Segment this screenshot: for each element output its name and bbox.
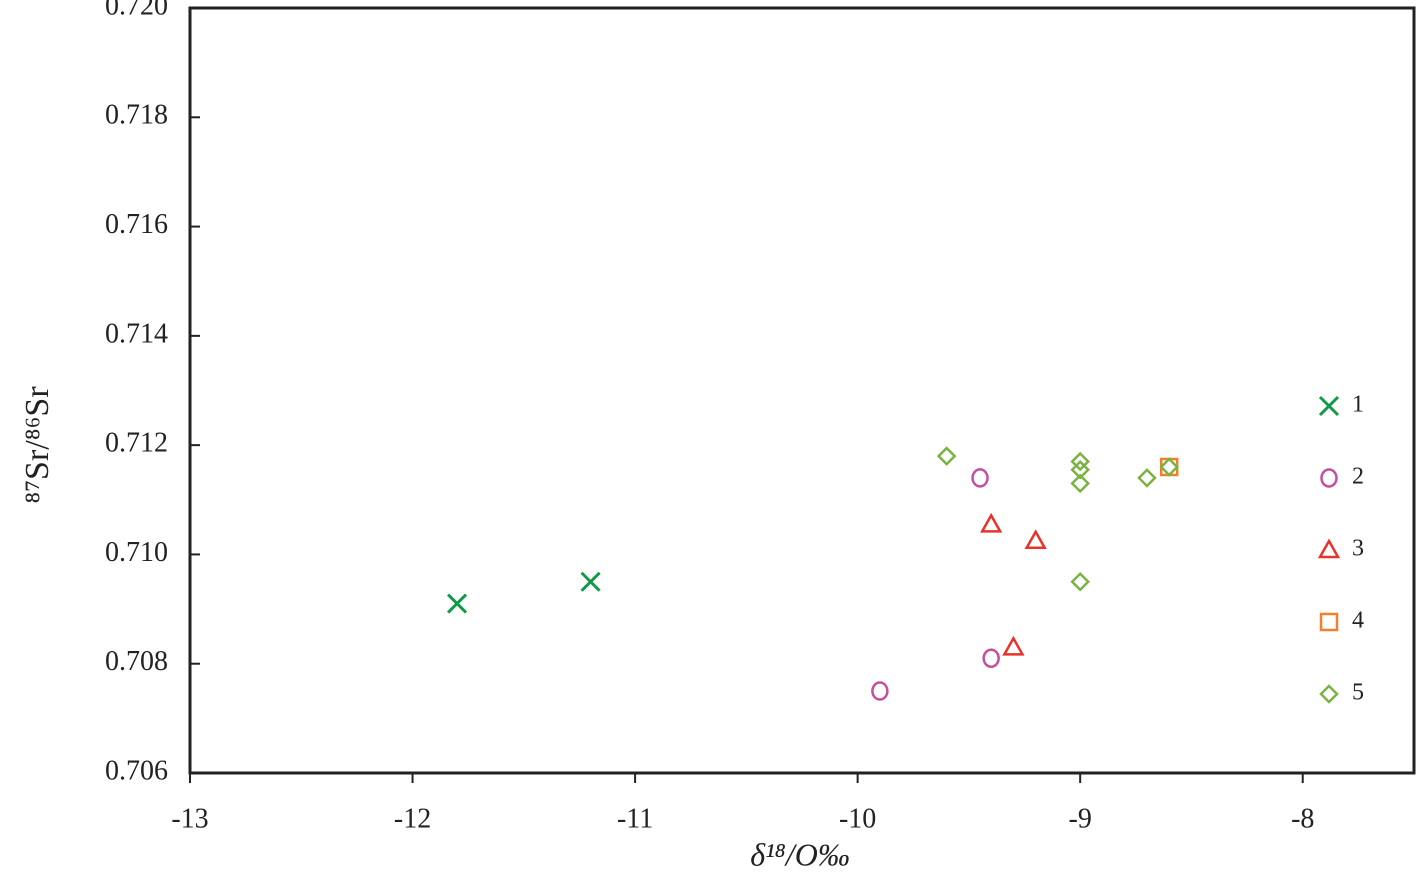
y-axis-label: ⁸⁷Sr/⁸⁶Sr — [19, 386, 56, 504]
point — [1070, 451, 1090, 472]
x-tick-label: -13 — [171, 803, 208, 834]
legend-marker — [1319, 684, 1339, 704]
legend-marker — [1317, 538, 1341, 559]
legend-marker — [1320, 468, 1338, 488]
point — [1159, 457, 1179, 477]
point — [1070, 459, 1090, 480]
legend-label: 2 — [1352, 464, 1364, 490]
point — [980, 512, 1003, 533]
point — [982, 648, 1000, 668]
y-tick-label: 0.712 — [105, 428, 168, 459]
x-tick-label: -10 — [839, 803, 876, 834]
x-tick-label: -11 — [617, 803, 653, 834]
legend-label: 3 — [1352, 536, 1364, 562]
point — [1159, 457, 1179, 477]
y-tick-label: 0.708 — [105, 646, 168, 677]
point — [446, 593, 468, 614]
legend-label: 4 — [1352, 608, 1364, 634]
y-tick-label: 0.710 — [105, 537, 168, 568]
legend-marker — [1318, 395, 1340, 417]
legend-label: 5 — [1352, 680, 1364, 706]
point — [871, 681, 889, 701]
plot-frame — [188, 6, 1416, 775]
point — [936, 446, 957, 466]
y-tick-label: 0.714 — [105, 318, 168, 349]
y-tick-label: 0.720 — [105, 0, 168, 21]
point — [971, 468, 989, 488]
point — [1070, 473, 1090, 494]
point — [1070, 571, 1090, 592]
point — [1137, 468, 1157, 488]
point — [1024, 529, 1047, 550]
x-tick-label: -12 — [394, 803, 431, 834]
point — [1002, 635, 1025, 656]
legend-marker — [1319, 612, 1339, 632]
legend-label: 1 — [1352, 392, 1364, 418]
x-tick-label: -9 — [1069, 803, 1092, 834]
y-tick-label: 0.706 — [105, 755, 168, 786]
y-tick-label: 0.716 — [105, 209, 168, 240]
x-axis-label: δ¹⁸/O‰ — [750, 836, 850, 872]
x-tick-label: -8 — [1291, 803, 1314, 834]
y-tick-label: 0.718 — [105, 100, 168, 131]
point — [580, 571, 601, 592]
